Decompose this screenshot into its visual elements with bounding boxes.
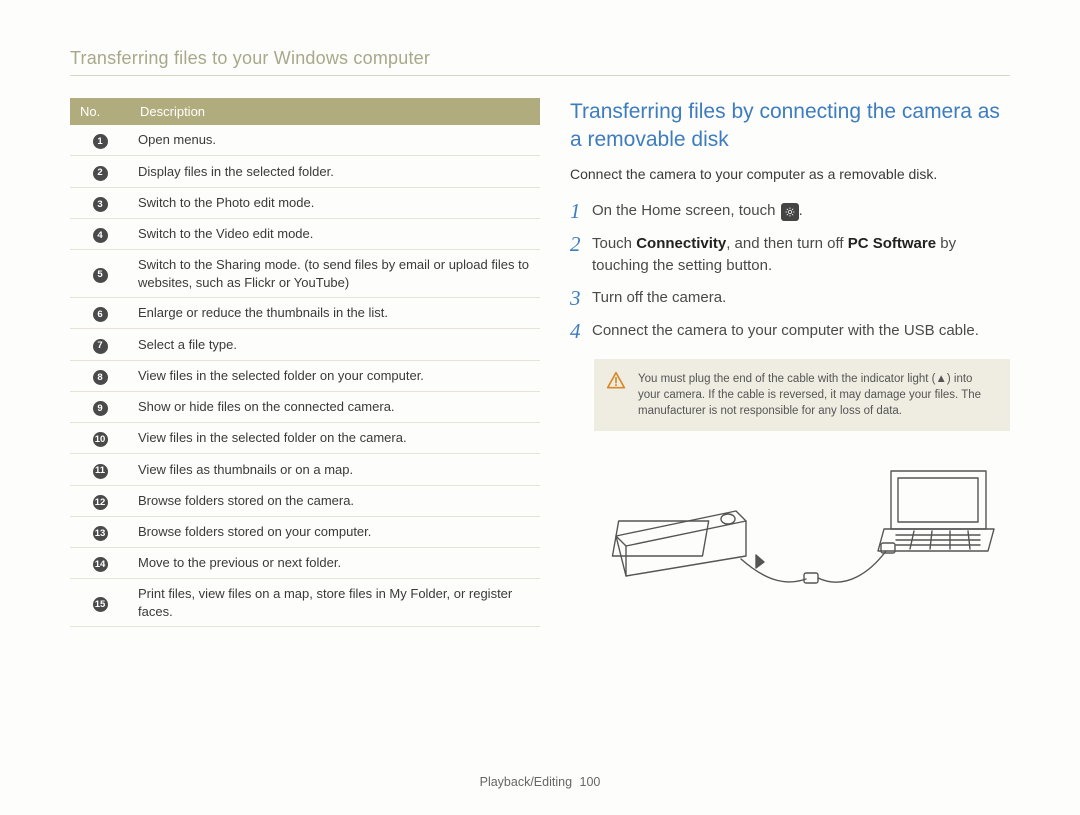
row-desc-cell: Browse folders stored on your computer. (130, 516, 540, 547)
content-columns: No. Description 1 Open menus. 2 Display fil… (70, 98, 1010, 627)
row-desc-cell: Switch to the Photo edit mode. (130, 187, 540, 218)
number-badge: 15 (93, 597, 108, 612)
laptop-icon (878, 471, 994, 551)
warning-text: You must plug the end of the cable with … (638, 373, 981, 417)
row-number-cell: 15 (70, 579, 130, 627)
table-row: 13 Browse folders stored on your computer… (70, 516, 540, 547)
row-desc-cell: Switch to the Sharing mode. (to send fil… (130, 250, 540, 298)
row-desc-cell: View files in the selected folder on you… (130, 360, 540, 391)
warning-box: You must plug the end of the cable with … (594, 359, 1010, 431)
row-number-cell: 6 (70, 298, 130, 329)
connection-diagram (596, 451, 996, 591)
number-badge: 14 (93, 557, 108, 572)
table-row: 12 Browse folders stored on the camera. (70, 485, 540, 516)
row-desc-cell: Display files in the selected folder. (130, 156, 540, 187)
row-number-cell: 7 (70, 329, 130, 360)
row-number-cell: 14 (70, 548, 130, 579)
step-item: 4Connect the camera to your computer wit… (570, 320, 1010, 343)
table-row: 7 Select a file type. (70, 329, 540, 360)
section-subtext: Connect the camera to your computer as a… (570, 165, 1010, 185)
th-desc: Description (130, 98, 540, 125)
number-badge: 12 (93, 495, 108, 510)
step-item: 3Turn off the camera. (570, 287, 1010, 310)
number-badge: 9 (93, 401, 108, 416)
footer: Playback/Editing 100 (0, 775, 1080, 789)
row-desc-cell: Switch to the Video edit mode. (130, 218, 540, 249)
step-number: 3 (570, 287, 592, 310)
steps-list: 1On the Home screen, touch .2Touch Conne… (570, 200, 1010, 343)
table-row: 5 Switch to the Sharing mode. (to send fi… (70, 250, 540, 298)
step-number: 4 (570, 320, 592, 343)
number-badge: 10 (93, 432, 108, 447)
row-desc-cell: View files in the selected folder on the… (130, 423, 540, 454)
row-number-cell: 11 (70, 454, 130, 485)
description-table: No. Description 1 Open menus. 2 Display fil… (70, 98, 540, 627)
table-row: 2 Display files in the selected folder. (70, 156, 540, 187)
row-desc-cell: Move to the previous or next folder. (130, 548, 540, 579)
table-row: 4 Switch to the Video edit mode. (70, 218, 540, 249)
table-row: 8 View files in the selected folder on yo… (70, 360, 540, 391)
row-desc-cell: Show or hide files on the connected came… (130, 391, 540, 422)
step-number: 1 (570, 200, 592, 223)
th-no: No. (70, 98, 130, 125)
number-badge: 11 (93, 464, 108, 479)
step-item: 2Touch Connectivity, and then turn off P… (570, 233, 1010, 277)
warning-icon (606, 371, 626, 391)
number-badge: 4 (93, 228, 108, 243)
table-row: 3 Switch to the Photo edit mode. (70, 187, 540, 218)
row-desc-cell: Browse folders stored on the camera. (130, 485, 540, 516)
right-column: Transferring files by connecting the cam… (570, 98, 1010, 627)
table-row: 14 Move to the previous or next folder. (70, 548, 540, 579)
camera-icon (612, 511, 746, 576)
number-badge: 1 (93, 134, 108, 149)
table-row: 9 Show or hide files on the connected cam… (70, 391, 540, 422)
number-badge: 5 (93, 268, 108, 283)
row-desc-cell: Print files, view files on a map, store … (130, 579, 540, 627)
step-text: Connect the camera to your computer with… (592, 320, 1010, 342)
row-number-cell: 5 (70, 250, 130, 298)
step-text: Turn off the camera. (592, 287, 1010, 309)
step-number: 2 (570, 233, 592, 256)
row-number-cell: 4 (70, 218, 130, 249)
row-desc-cell: View files as thumbnails or on a map. (130, 454, 540, 485)
number-badge: 13 (93, 526, 108, 541)
gear-icon (781, 203, 799, 221)
left-column: No. Description 1 Open menus. 2 Display fil… (70, 98, 540, 627)
row-number-cell: 3 (70, 187, 130, 218)
row-number-cell: 2 (70, 156, 130, 187)
step-item: 1On the Home screen, touch . (570, 200, 1010, 223)
footer-page-number: 100 (580, 775, 601, 789)
cable-icon (741, 543, 895, 583)
row-number-cell: 10 (70, 423, 130, 454)
number-badge: 3 (93, 197, 108, 212)
page-title: Transferring files to your Windows compu… (70, 48, 1010, 76)
row-number-cell: 1 (70, 125, 130, 156)
row-number-cell: 12 (70, 485, 130, 516)
number-badge: 6 (93, 307, 108, 322)
table-row: 1 Open menus. (70, 125, 540, 156)
row-desc-cell: Enlarge or reduce the thumbnails in the … (130, 298, 540, 329)
table-row: 10 View files in the selected folder on t… (70, 423, 540, 454)
step-text: Touch Connectivity, and then turn off PC… (592, 233, 1010, 277)
row-desc-cell: Open menus. (130, 125, 540, 156)
row-number-cell: 9 (70, 391, 130, 422)
number-badge: 7 (93, 339, 108, 354)
step-text: On the Home screen, touch . (592, 200, 1010, 222)
row-desc-cell: Select a file type. (130, 329, 540, 360)
number-badge: 2 (93, 166, 108, 181)
table-row: 6 Enlarge or reduce the thumbnails in the… (70, 298, 540, 329)
table-row: 15 Print files, view files on a map, stor… (70, 579, 540, 627)
row-number-cell: 8 (70, 360, 130, 391)
table-row: 11 View files as thumbnails or on a map. (70, 454, 540, 485)
section-heading: Transferring files by connecting the cam… (570, 98, 1010, 155)
row-number-cell: 13 (70, 516, 130, 547)
footer-section: Playback/Editing (480, 775, 572, 789)
number-badge: 8 (93, 370, 108, 385)
